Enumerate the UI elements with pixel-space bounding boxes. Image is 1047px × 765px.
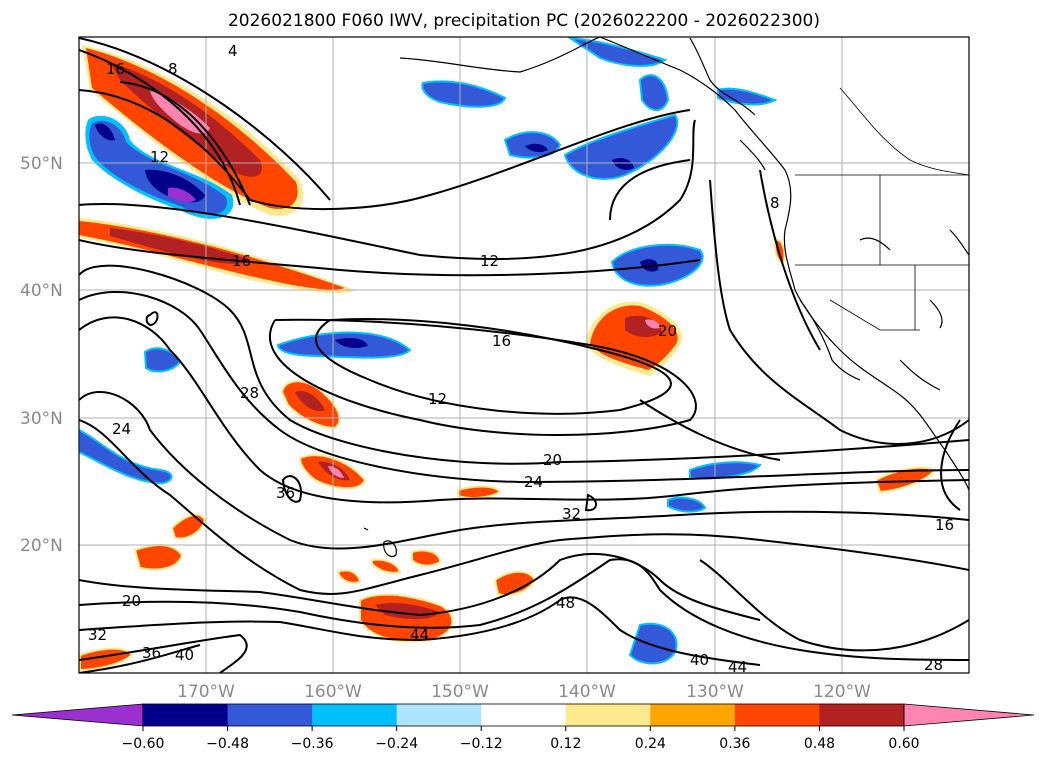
lon-label: 170°W xyxy=(177,682,235,702)
contour-label: 4 xyxy=(228,42,238,60)
lat-label: 40°N xyxy=(20,281,63,301)
contour-label: 20 xyxy=(543,451,562,469)
colorbar-frame xyxy=(142,703,905,727)
precip-negative-area xyxy=(525,143,548,153)
longitude-labels: 170°W 160°W 150°W 140°W 130°W 120°W xyxy=(177,682,871,702)
colorbar-segment xyxy=(312,704,398,726)
contour-label: 12 xyxy=(480,252,499,270)
contour-label: 12 xyxy=(150,148,169,166)
precip-negative-area xyxy=(638,74,670,112)
colorbar-extend-max xyxy=(903,703,1035,727)
coastlines xyxy=(363,37,969,558)
colorbar-tick-label: −0.60 xyxy=(122,736,165,752)
precip-negative-area xyxy=(79,428,173,485)
contour-label: 8 xyxy=(168,60,178,78)
colorbar-tick-label: 0.12 xyxy=(550,736,581,752)
colorbar-ticks: −0.60 −0.48 −0.36 −0.24 −0.12 0.12 0.24 0.36 0.4… xyxy=(122,726,920,752)
colorbar-segment xyxy=(481,704,567,726)
colorbar-tick-label: 0.36 xyxy=(719,736,750,752)
colorbar-tick-label: −0.48 xyxy=(206,736,249,752)
contour-label: 16 xyxy=(935,516,954,534)
contour-labels: 4 8 16 12 16 12 16 12 20 28 24 36 20 24 … xyxy=(88,42,954,676)
precip-positive-area xyxy=(645,319,660,329)
lon-label: 160°W xyxy=(304,682,362,702)
precip-negative-area xyxy=(421,80,507,108)
colorbar-extend-min xyxy=(11,703,144,727)
contour-label: 24 xyxy=(112,420,131,438)
contour-label: 28 xyxy=(240,384,259,402)
precip-positive-area xyxy=(295,390,325,412)
precip-negative-area xyxy=(667,496,707,513)
precip-positive-area xyxy=(170,513,207,540)
colorbar-segments xyxy=(11,703,1035,727)
precip-positive-area xyxy=(411,549,442,567)
precip-negative-area xyxy=(168,187,196,203)
colorbar: −0.60 −0.48 −0.36 −0.24 −0.12 0.12 0.24 0.36 0.4… xyxy=(11,703,1035,752)
precip-positive-area xyxy=(133,544,184,571)
latitude-labels: 50°N 40°N 30°N 20°N xyxy=(20,154,63,556)
lat-label: 30°N xyxy=(20,409,63,429)
contour-label: 44 xyxy=(410,626,429,644)
colorbar-tick-label: −0.36 xyxy=(291,736,334,752)
contour-label: 40 xyxy=(175,646,194,664)
contour-label: 28 xyxy=(924,656,943,674)
precip-negative-area xyxy=(95,123,115,141)
contour-label: 8 xyxy=(770,194,780,212)
iwv-contours xyxy=(79,37,969,673)
colorbar-tick-label: 0.48 xyxy=(804,736,835,752)
contour-label: 44 xyxy=(728,658,747,676)
map-panel: 4 8 16 12 16 12 16 12 20 28 24 36 20 24 … xyxy=(78,36,970,676)
contour-label: 40 xyxy=(690,651,709,669)
precip-positive-area xyxy=(457,485,502,500)
colorbar-segment xyxy=(650,704,736,726)
precip-negative-area xyxy=(640,259,659,272)
contour-label: 20 xyxy=(122,592,141,610)
lon-label: 120°W xyxy=(813,682,871,702)
contour-label: 32 xyxy=(562,505,581,523)
lon-label: 130°W xyxy=(686,682,744,702)
precip-positive-area xyxy=(371,558,402,574)
contour-label: 32 xyxy=(88,626,107,644)
contour-label: 24 xyxy=(524,473,543,491)
contour-label: 16 xyxy=(106,60,125,78)
precip-negative-area xyxy=(717,87,778,106)
lat-label: 50°N xyxy=(20,154,63,174)
precip-positive-area xyxy=(336,569,362,584)
colorbar-tick-label: −0.24 xyxy=(375,736,418,752)
colorbar-segment xyxy=(396,704,482,726)
colorbar-segment xyxy=(734,704,820,726)
precip-negative-area xyxy=(628,622,678,665)
contour-label: 48 xyxy=(556,594,575,612)
precip-positive-area xyxy=(110,228,250,264)
colorbar-segment xyxy=(565,704,651,726)
contour-label: 16 xyxy=(492,332,511,350)
colorbar-tick-label: −0.12 xyxy=(460,736,503,752)
map-frame xyxy=(78,36,970,674)
colorbar-tick-label: 0.60 xyxy=(888,736,919,752)
colorbar-tick-label: 0.24 xyxy=(635,736,666,752)
contour-label: 36 xyxy=(142,644,161,662)
lat-label: 20°N xyxy=(20,536,63,556)
precip-negative-area xyxy=(566,37,668,67)
colorbar-segment xyxy=(143,704,229,726)
contour-label: 16 xyxy=(232,252,251,270)
lon-label: 140°W xyxy=(558,682,616,702)
contour-label: 12 xyxy=(428,390,447,408)
contour-label: 20 xyxy=(658,322,677,340)
precip-positive-area xyxy=(328,466,344,478)
colorbar-segment xyxy=(227,704,313,726)
colorbar-segment xyxy=(819,704,905,726)
precip-negative-area xyxy=(335,338,368,348)
contour-label: 36 xyxy=(276,484,295,502)
figure-title: 2026021800 F060 IWV, precipitation PC (2… xyxy=(228,11,820,31)
precip-negative-area xyxy=(612,158,634,170)
lon-label: 150°W xyxy=(431,682,489,702)
